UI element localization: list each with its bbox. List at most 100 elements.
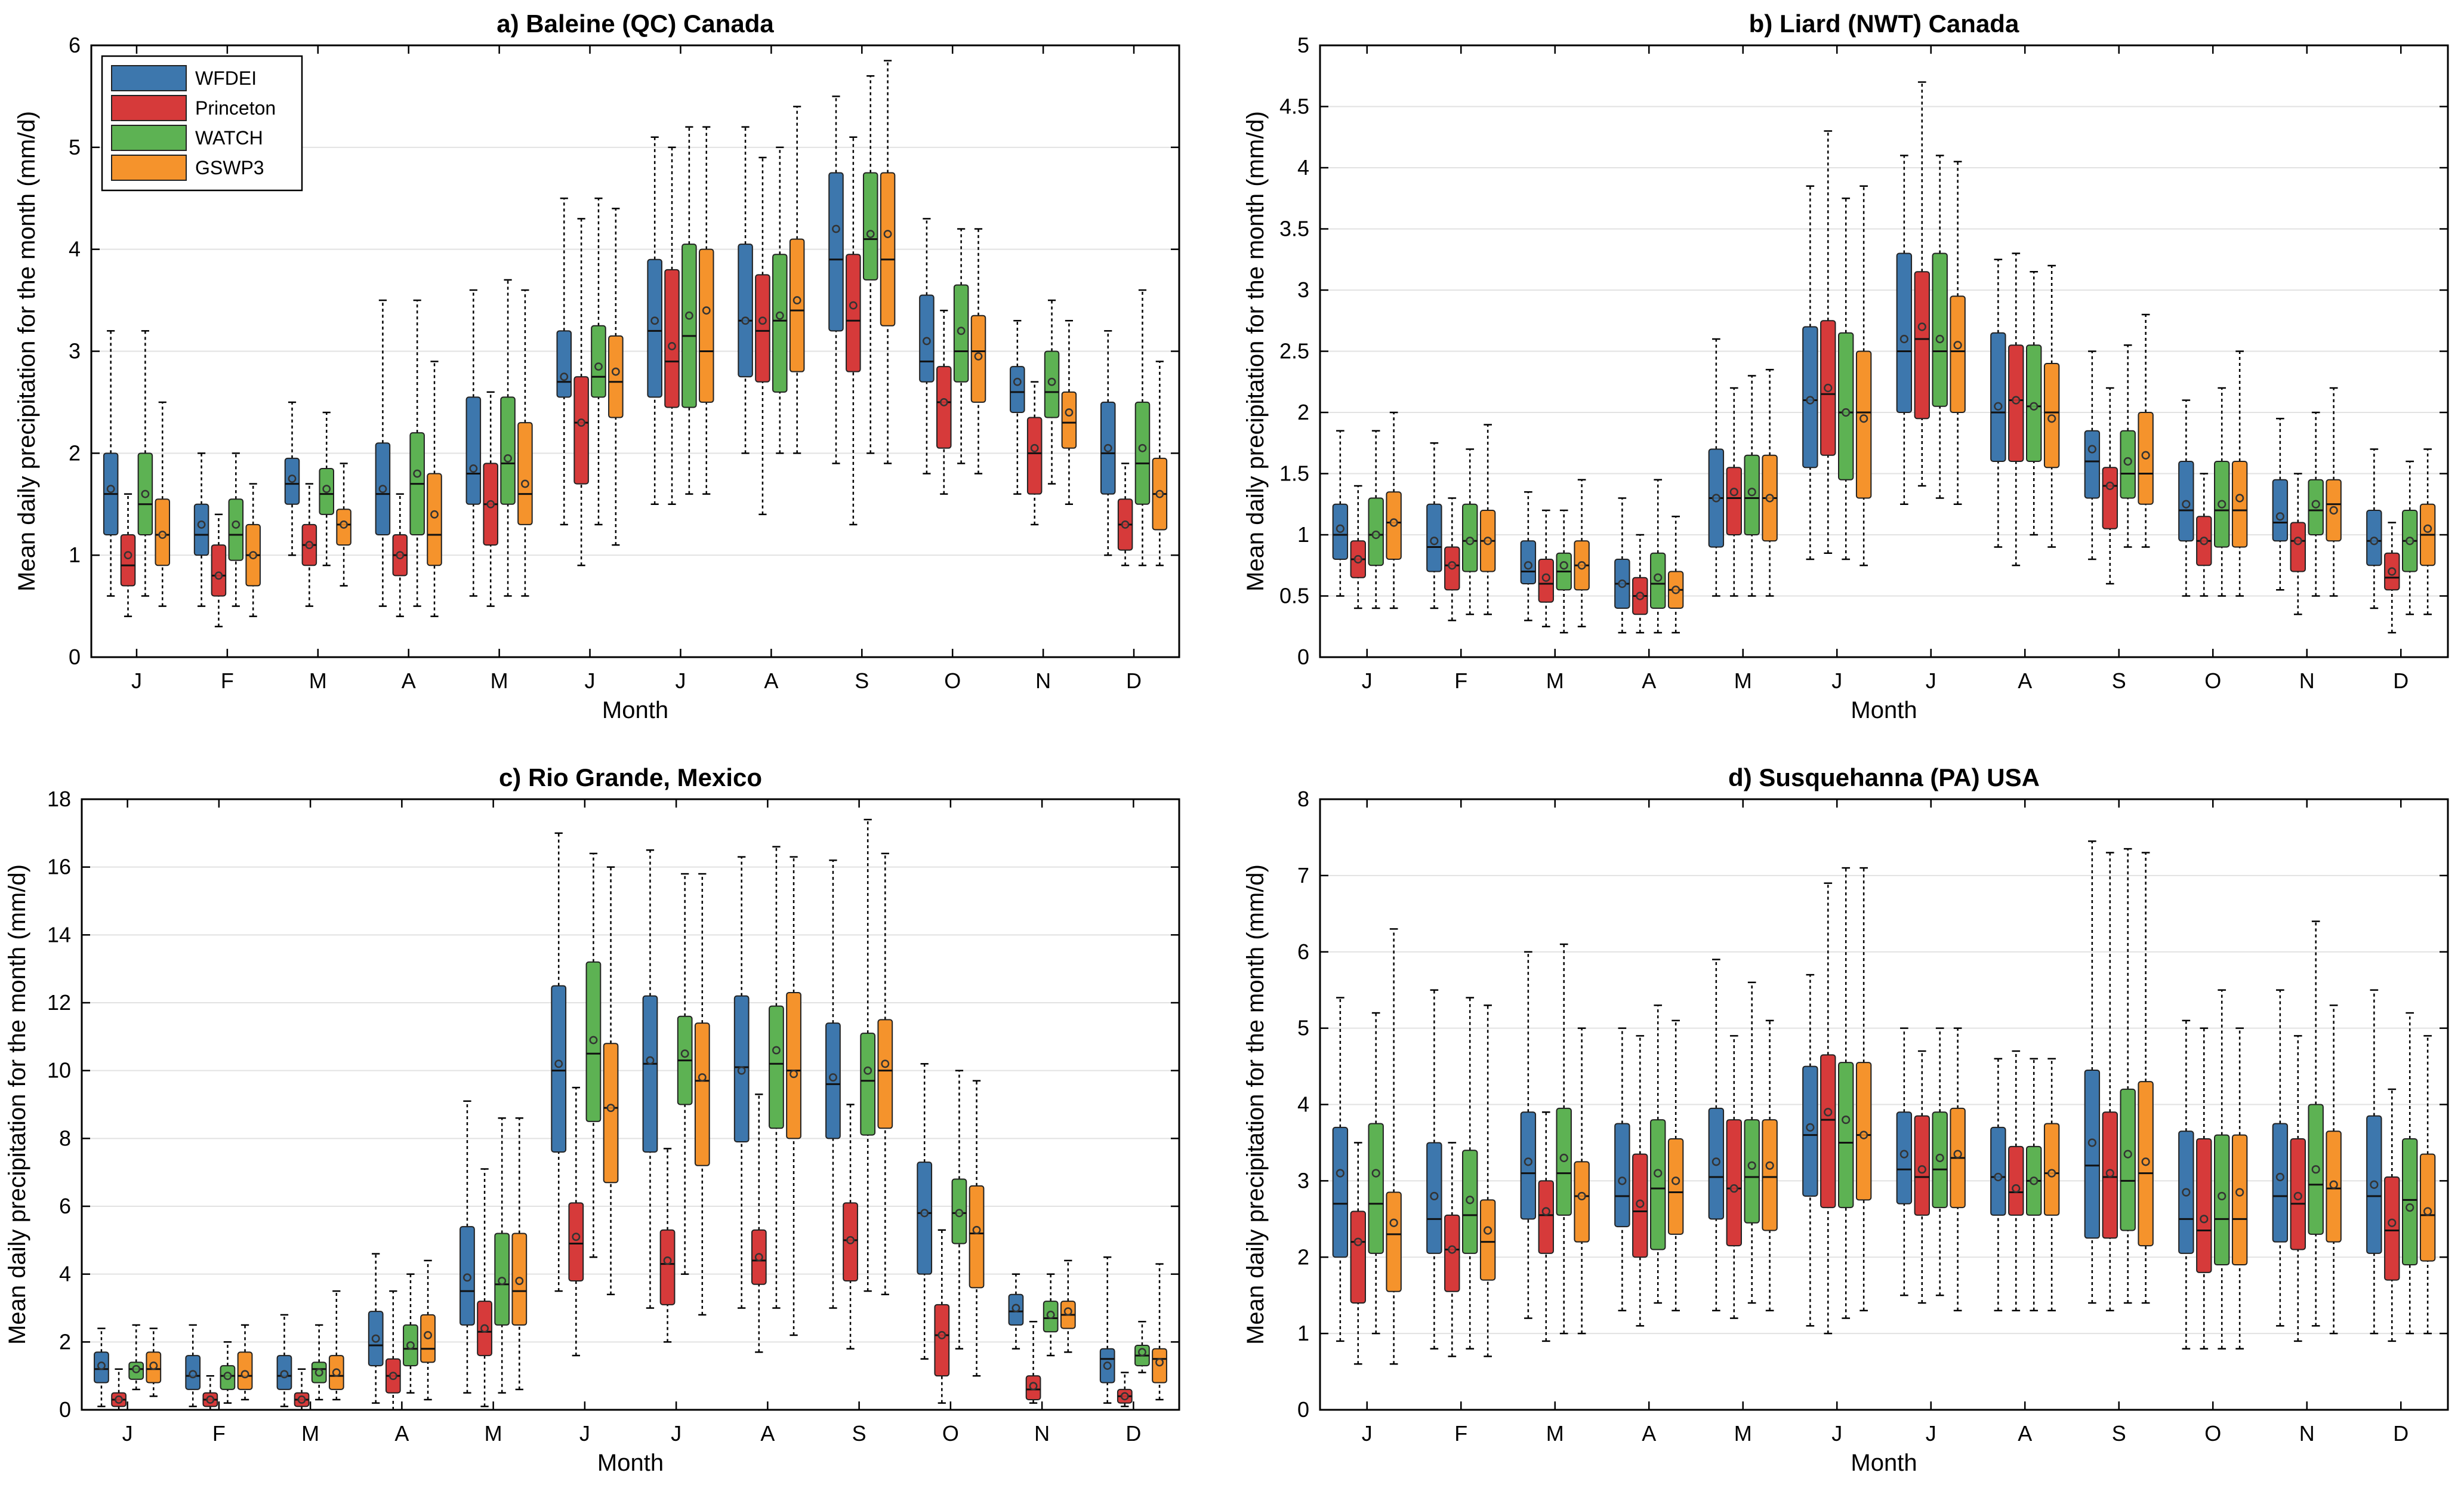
panel-d: 0 1 2 3 4 5 6 7 8 J F M A M J J A S O N Dd) Susquehanna (PA)… [1242, 763, 2449, 1476]
box-body [877, 1019, 893, 1129]
box-body [738, 244, 753, 378]
x-tick-label: F [1454, 1421, 1467, 1446]
mean-marker [2388, 1218, 2397, 1227]
mean-marker [1994, 1172, 2003, 1182]
box-princeton-jun [1820, 130, 1836, 554]
box-gswp3-jun [1855, 867, 1872, 1312]
box-princeton-apr [385, 1290, 401, 1411]
mean-marker [792, 296, 801, 304]
box-princeton-jul [1914, 81, 1930, 487]
box-watch-aug [772, 146, 788, 454]
box-princeton-sep [2102, 387, 2118, 585]
mean-marker [939, 398, 948, 406]
box-wfdei-jan [1332, 430, 1349, 597]
x-tick-label: J [1831, 668, 1842, 693]
box-body [193, 503, 209, 556]
box-gswp3-jun [608, 208, 624, 546]
mean-marker [2087, 445, 2096, 454]
x-tick-label: S [855, 668, 869, 693]
mean-marker [646, 1056, 655, 1065]
x-tick-label: O [2204, 668, 2221, 693]
y-tick-label: 1.5 [1279, 461, 1309, 486]
y-tick-label: 7 [1297, 863, 1309, 888]
mean-marker [974, 352, 983, 361]
mean-marker [1917, 322, 1926, 331]
mean-marker [2406, 1203, 2414, 1212]
box-watch-oct [2214, 387, 2230, 597]
x-tick-label: A [402, 668, 416, 693]
panel-b: 0 0.5 1 1.5 2 2.5 3 3.5 4 4.5 5 J F M A M J J A S O N Db) Liar… [1242, 10, 2449, 723]
box-body [1538, 1180, 1554, 1254]
mean-marker [1636, 1199, 1645, 1208]
box-watch-nov [2308, 411, 2324, 597]
x-tick-label: A [1642, 668, 1656, 693]
box-princeton-may [1726, 387, 1742, 597]
box-body [789, 238, 805, 372]
mean-marker [2235, 494, 2244, 503]
box-watch-oct [953, 228, 969, 464]
box-wfdei-jun [1802, 185, 1818, 560]
box-watch-may [494, 1117, 510, 1394]
box-wfdei-mar [1520, 951, 1537, 1319]
box-princeton-jul [659, 1148, 676, 1343]
mean-marker [1524, 1157, 1532, 1166]
mean-marker [1466, 537, 1475, 546]
mean-marker [2123, 457, 2132, 466]
y-tick-label: 2 [1297, 1244, 1309, 1269]
mean-marker [297, 1395, 306, 1404]
mean-marker [972, 1225, 981, 1234]
box-body [2084, 430, 2101, 499]
y-tick-label: 5 [69, 135, 81, 159]
y-tick-label: 1 [1297, 522, 1309, 547]
box-wfdei-jan [1332, 997, 1349, 1342]
mean-marker [1899, 334, 1908, 344]
box-body [1726, 1119, 1742, 1247]
mean-marker [1046, 1310, 1055, 1319]
mean-marker [232, 520, 240, 529]
mean-marker [684, 311, 693, 320]
box-body [659, 1229, 676, 1305]
x-tick-label: O [942, 1421, 959, 1446]
x-axis-label: Month [1851, 697, 1917, 723]
box-wfdei-apr [1614, 1027, 1630, 1312]
y-tick-label: 10 [47, 1058, 71, 1083]
mean-marker [881, 1059, 890, 1068]
legend-label-gswp3: GSWP3 [195, 157, 264, 178]
box-wfdei-dec [1100, 330, 1116, 556]
panel-title: c) Rio Grande, Mexico [499, 763, 762, 791]
y-tick-label: 3 [1297, 1168, 1309, 1193]
box-princeton-jan [111, 1368, 127, 1411]
y-axis-label: Mean daily precipitation for the month (… [14, 111, 40, 591]
box-princeton-apr [1632, 534, 1648, 634]
box-princeton-sep [846, 136, 861, 526]
box-body [551, 985, 567, 1153]
mean-marker [1765, 494, 1774, 503]
mean-marker [594, 362, 603, 371]
mean-marker [1559, 1153, 1568, 1163]
box-body [2008, 1145, 2024, 1216]
box-body [1061, 391, 1077, 449]
mean-marker [424, 1331, 433, 1339]
mean-marker [606, 1104, 615, 1113]
box-wfdei-aug [1990, 258, 2006, 548]
box-princeton-jan [1350, 1142, 1366, 1365]
box-watch-may [1744, 375, 1760, 597]
box-watch-nov [1044, 299, 1060, 485]
x-tick-label: A [2018, 1421, 2032, 1446]
mean-marker [560, 372, 569, 381]
box-body [2196, 1138, 2212, 1273]
box-wfdei-may [460, 1100, 475, 1394]
legend: WFDEI Princeton WATCH GSWP3 [101, 55, 303, 192]
box-watch-feb [220, 1341, 236, 1404]
box-watch-jan [137, 330, 153, 597]
x-tick-label: M [309, 668, 327, 693]
x-tick-label: M [491, 668, 508, 693]
box-watch-mar [1556, 943, 1572, 1335]
box-princeton-sep [843, 1104, 858, 1350]
box-watch-nov [2308, 920, 2324, 1327]
x-tick-label: D [2393, 1421, 2409, 1446]
box-princeton-aug [2008, 252, 2024, 566]
y-tick-label: 8 [59, 1126, 71, 1150]
box-body [2384, 1176, 2400, 1281]
mean-marker [2141, 1157, 2150, 1166]
